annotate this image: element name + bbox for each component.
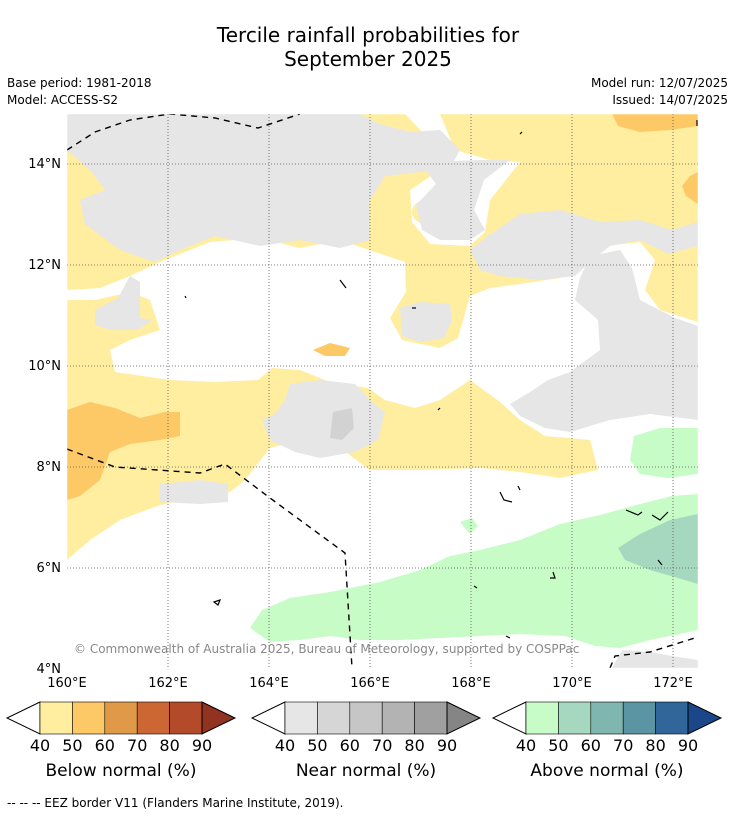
- chart-title-line1: Tercile rainfall probabilities for: [216, 23, 520, 47]
- colorbar-swatch: [558, 701, 592, 735]
- map-frame: [66, 113, 699, 669]
- colorbar-tick-label: 80: [404, 736, 424, 755]
- model-run-text: Model run: 12/07/2025: [590, 76, 728, 90]
- colorbar-tick-label: 40: [516, 736, 536, 755]
- colorbar-tick-label: 70: [372, 736, 392, 755]
- above-normal-region: [250, 494, 698, 648]
- colorbar-swatch: [414, 701, 448, 735]
- colorbar-under-triangle: [491, 701, 527, 735]
- near-normal-region: [470, 210, 698, 280]
- colorbar-swatch: [169, 701, 203, 735]
- island-outlines: [184, 120, 698, 639]
- colorbar-over-triangle: [201, 701, 237, 735]
- colorbar-label-near: Near normal (%): [295, 761, 437, 781]
- lat-label: 8°N: [37, 460, 62, 475]
- colorbar-tick-label: 40: [275, 736, 295, 755]
- lat-label: 6°N: [37, 561, 62, 576]
- colorbar-tick-label: 40: [30, 736, 50, 755]
- colorbar-tick-label: 90: [192, 736, 212, 755]
- colorbar-swatch: [72, 701, 106, 735]
- colorbar-above: 40 50 60 70 80 90: [491, 701, 723, 755]
- near-normal-dark-patch: [330, 408, 354, 440]
- colorbar-tick-label: 80: [645, 736, 665, 755]
- copyright-text: © Commonwealth of Australia 2025, Bureau…: [74, 642, 579, 656]
- issued-text: Issued: 14/07/2025: [612, 93, 728, 107]
- colorbar-tick-label: 60: [95, 736, 115, 755]
- longitude-axis: 160°E 162°E 164°E 166°E 168°E 170°E 172°…: [47, 676, 693, 691]
- colorbar-tick-label: 50: [307, 736, 327, 755]
- colorbar-tick-label: 80: [159, 736, 179, 755]
- colorbar-over-triangle: [446, 701, 482, 735]
- colorbar-swatch: [655, 701, 689, 735]
- colorbar-swatch: [284, 701, 318, 735]
- gridlines: [67, 114, 698, 668]
- colorbar-swatch: [39, 701, 73, 735]
- colorbar-under-triangle: [5, 701, 41, 735]
- below-normal-dark-patch: [313, 343, 350, 356]
- eez-footnote: -- -- -- EEZ border V11 (Flanders Marine…: [7, 796, 344, 810]
- lon-label: 172°E: [653, 676, 693, 691]
- above-normal-region: [630, 428, 698, 478]
- near-normal-region: [160, 480, 228, 504]
- lat-label: 12°N: [28, 258, 61, 273]
- lat-label: 14°N: [28, 157, 61, 172]
- lon-label: 168°E: [451, 676, 491, 691]
- above-normal-region: [460, 518, 478, 534]
- colorbar-tick-label: 90: [678, 736, 698, 755]
- above-normal-dark-patch: [618, 514, 698, 584]
- colorbar-swatch: [590, 701, 624, 735]
- colorbar-tick-label: 70: [613, 736, 633, 755]
- colorbar-swatch: [525, 701, 559, 735]
- lat-label: 4°N: [37, 662, 62, 677]
- below-normal-dark-patch: [67, 402, 180, 500]
- colorbar-group: 40 50 60 70 80 90 40 50 60 70 80 90 40 50 60 70 80 90: [5, 701, 723, 755]
- below-normal-dark-patch: [612, 114, 698, 132]
- colorbar-tick-label: 90: [437, 736, 457, 755]
- base-period-text: Base period: 1981-2018: [7, 76, 152, 90]
- colorbar-swatch: [317, 701, 351, 735]
- colorbar-tick-label: 60: [340, 736, 360, 755]
- lon-label: 162°E: [148, 676, 188, 691]
- colorbar-swatch: [349, 701, 383, 735]
- colorbar-near: 40 50 60 70 80 90: [250, 701, 482, 755]
- colorbar-swatch: [381, 701, 415, 735]
- latitude-axis: 14°N 12°N 10°N 8°N 6°N 4°N: [28, 157, 61, 677]
- lon-label: 160°E: [47, 676, 87, 691]
- colorbar-swatch: [622, 701, 656, 735]
- colorbar-swatch: [104, 701, 138, 735]
- colorbar-over-triangle: [687, 701, 723, 735]
- eez-border: [67, 114, 698, 668]
- lon-label: 164°E: [249, 676, 289, 691]
- lat-label: 10°N: [28, 359, 61, 374]
- colorbar-swatch: [136, 701, 170, 735]
- colorbar-below: 40 50 60 70 80 90: [5, 701, 237, 755]
- near-normal-region: [416, 160, 510, 240]
- near-normal-region: [67, 114, 460, 262]
- lon-label: 166°E: [350, 676, 390, 691]
- colorbar-label-above: Above normal (%): [530, 761, 684, 781]
- near-normal-region: [262, 380, 385, 458]
- colorbar-tick-label: 50: [62, 736, 82, 755]
- map-area: [67, 114, 698, 668]
- colorbar-under-triangle: [250, 701, 286, 735]
- lon-label: 170°E: [552, 676, 592, 691]
- chart-title-line2: September 2025: [284, 47, 452, 71]
- near-normal-region: [400, 302, 452, 342]
- near-normal-region: [95, 276, 152, 330]
- colorbar-tick-label: 70: [127, 736, 147, 755]
- colorbar-tick-label: 60: [581, 736, 601, 755]
- near-normal-region: [612, 650, 698, 668]
- below-normal-dark-patch: [682, 172, 698, 204]
- model-text: Model: ACCESS-S2: [7, 93, 119, 107]
- colorbar-tick-label: 50: [548, 736, 568, 755]
- near-normal-region: [510, 250, 698, 432]
- colorbar-label-below: Below normal (%): [45, 761, 197, 781]
